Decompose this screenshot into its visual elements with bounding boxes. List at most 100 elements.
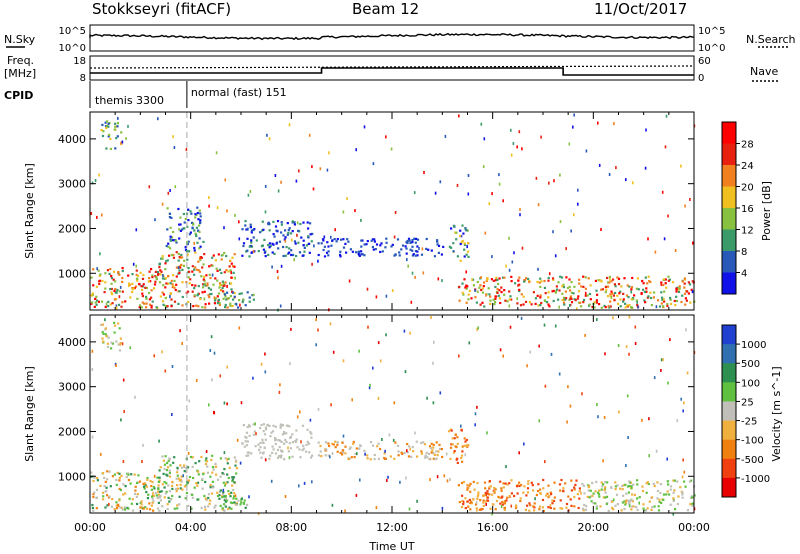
heatmap-cell: [449, 478, 451, 481]
heatmap-cell: [516, 483, 519, 487]
heatmap-cell: [181, 281, 184, 284]
heatmap-cell: [673, 489, 676, 492]
heatmap-cell: [455, 238, 458, 241]
heatmap-cell: [332, 350, 335, 354]
heatmap-cell: [133, 473, 136, 476]
heatmap-cell: [466, 500, 469, 503]
heatmap-cell: [468, 341, 471, 345]
heatmap-cell: [131, 282, 134, 285]
heatmap-cell: [155, 278, 158, 281]
heatmap-cell: [578, 487, 581, 490]
heatmap-cell: [229, 302, 232, 305]
heatmap-cell: [467, 242, 470, 245]
colorbar-swatch: [722, 477, 736, 498]
heatmap-cell: [137, 481, 140, 484]
heatmap-cell: [627, 436, 629, 439]
heatmap-cell: [631, 493, 634, 496]
heatmap-cell: [569, 498, 572, 501]
heatmap-cell: [605, 495, 609, 498]
heatmap-cell: [577, 301, 581, 304]
heatmap-cell: [547, 276, 550, 280]
heatmap-cell: [666, 457, 668, 461]
heatmap-cell: [147, 493, 150, 496]
heatmap-cell: [459, 242, 462, 246]
heatmap-cell: [363, 243, 366, 246]
heatmap-cell: [223, 401, 226, 405]
heatmap-cell: [435, 457, 438, 460]
heatmap-cell: [661, 190, 664, 194]
heatmap-cell: [624, 302, 627, 305]
heatmap-cell: [529, 504, 532, 507]
heatmap-cell: [222, 284, 225, 287]
heatmap-cell: [204, 303, 207, 306]
heatmap-cell: [458, 299, 461, 302]
heatmap-cell: [554, 324, 557, 328]
nave-tick: 0: [698, 73, 704, 84]
heatmap-cell: [162, 274, 164, 277]
heatmap-cell: [106, 345, 110, 349]
heatmap-cell: [673, 479, 676, 482]
heatmap-cell: [245, 454, 248, 457]
heatmap-cell: [317, 441, 320, 444]
heatmap-cell: [607, 509, 610, 512]
heatmap-cell: [628, 285, 631, 288]
heatmap-cell: [344, 452, 347, 455]
heatmap-cell: [537, 203, 540, 207]
heatmap-cell: [615, 166, 617, 170]
heatmap-cell: [467, 486, 470, 490]
heatmap-cell: [203, 275, 206, 278]
heatmap-cell: [91, 503, 94, 507]
heatmap-cell: [566, 286, 570, 290]
heatmap-cell: [110, 274, 113, 278]
heatmap-cell: [502, 486, 505, 489]
heatmap-cell: [242, 502, 245, 505]
heatmap-cell: [527, 480, 530, 483]
heatmap-cell: [476, 290, 479, 293]
heatmap-cell: [128, 284, 130, 288]
heatmap-cell: [214, 462, 217, 465]
heatmap-cell: [283, 238, 286, 241]
heatmap-cell: [642, 503, 645, 506]
heatmap-cell: [240, 292, 243, 295]
heatmap-cell: [104, 333, 107, 336]
heatmap-cell: [242, 424, 245, 427]
heatmap-cell: [216, 494, 220, 498]
heatmap-cell: [224, 303, 227, 307]
heatmap-cell: [411, 271, 414, 275]
heatmap-cell: [636, 479, 639, 482]
heatmap-cell: [259, 231, 262, 234]
heatmap-cell: [147, 291, 151, 295]
x-tick-label: 20:00: [577, 521, 609, 534]
heatmap-cell: [487, 287, 490, 290]
heatmap-cell: [182, 212, 185, 216]
heatmap-cell: [144, 286, 147, 289]
heatmap-cell: [289, 435, 293, 439]
heatmap-cell: [519, 213, 521, 217]
heatmap-cell: [100, 129, 103, 132]
heatmap-cell: [587, 489, 590, 492]
heatmap-cell: [221, 472, 224, 475]
heatmap-cell: [437, 450, 440, 453]
heatmap-cell: [197, 269, 200, 272]
heatmap-cell: [432, 361, 434, 365]
heatmap-cell: [686, 509, 689, 512]
heatmap-cell: [118, 487, 121, 490]
heatmap-cell: [178, 228, 181, 231]
heatmap-cell: [523, 280, 526, 283]
heatmap-cell: [102, 491, 105, 494]
heatmap-cell: [570, 229, 572, 233]
heatmap-cell: [653, 484, 656, 488]
heatmap-cell: [355, 447, 358, 450]
heatmap-cell: [190, 212, 193, 215]
y-tick-label: 4000: [58, 133, 86, 146]
heatmap-cell: [121, 508, 124, 511]
heatmap-cell: [167, 282, 170, 285]
heatmap-cell: [637, 288, 640, 291]
heatmap-cell: [223, 484, 227, 487]
heatmap-cell: [157, 480, 160, 483]
heatmap-cell: [189, 231, 192, 234]
heatmap-cell: [591, 494, 594, 497]
heatmap-cell: [136, 481, 139, 484]
heatmap-cell: [475, 301, 478, 304]
heatmap-cell: [681, 496, 684, 499]
